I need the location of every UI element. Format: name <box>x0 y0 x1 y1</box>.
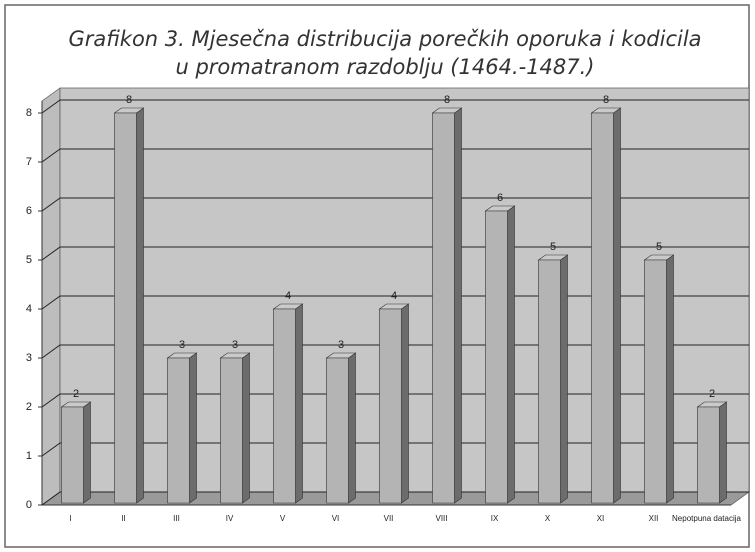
x-tick-label: X <box>545 514 551 523</box>
chart-title: u promatranom razdoblju (1464.-1487.) <box>175 55 594 79</box>
grid-line <box>41 442 749 457</box>
bar-side <box>613 107 621 504</box>
bar <box>325 352 357 504</box>
bar <box>60 401 92 504</box>
grid-line <box>41 491 749 506</box>
x-tick-label: XII <box>649 514 659 523</box>
chart-title: Grafikon 3. Mjesečna distribucija porečk… <box>68 27 701 51</box>
bar-side <box>189 352 197 504</box>
bar-side <box>295 303 303 504</box>
bar-front <box>326 357 349 504</box>
bar-side <box>719 401 727 504</box>
grid-line <box>41 148 749 163</box>
grid-line <box>41 99 749 114</box>
y-tick-label: 1 <box>26 450 32 462</box>
bar-front <box>167 357 190 504</box>
bar-side <box>242 352 250 504</box>
bar-front <box>485 210 508 504</box>
bar <box>378 303 410 504</box>
y-tick-label: 7 <box>26 156 32 168</box>
bar <box>696 401 728 504</box>
bar-side <box>560 254 568 504</box>
bar <box>537 254 569 504</box>
y-tick-label: 8 <box>26 107 32 119</box>
x-tick-label: II <box>121 514 125 523</box>
bar <box>272 303 304 504</box>
data-label: 3 <box>338 339 344 351</box>
bar-side <box>454 107 462 504</box>
y-tick-label: 0 <box>26 499 32 511</box>
data-label: 6 <box>497 192 503 204</box>
x-tick-label: III <box>173 514 180 523</box>
bar <box>431 107 463 504</box>
grid-line <box>41 197 749 212</box>
x-tick-label: IV <box>226 514 234 523</box>
bar <box>643 254 675 504</box>
y-tick-label: 3 <box>26 352 32 364</box>
data-label: 5 <box>550 241 556 253</box>
bar-front <box>697 406 720 504</box>
bar-side <box>401 303 409 504</box>
x-tick-label: VII <box>384 514 394 523</box>
grid-line <box>41 295 749 310</box>
data-label: 3 <box>179 339 185 351</box>
x-tick-label: VI <box>332 514 340 523</box>
x-tick-label: I <box>69 514 71 523</box>
bar-side <box>348 352 356 504</box>
bar-front <box>538 259 561 504</box>
data-label: 8 <box>444 94 450 106</box>
bar-side <box>507 205 515 504</box>
x-tick-label: XI <box>597 514 605 523</box>
data-label: 3 <box>232 339 238 351</box>
x-tick-label: Nepotpuna datacija <box>672 514 741 523</box>
data-label: 2 <box>709 388 715 400</box>
bar-front <box>432 112 455 504</box>
bar-front <box>220 357 243 504</box>
bar-front <box>114 112 137 504</box>
grid-line <box>41 344 749 359</box>
data-label: 8 <box>603 94 609 106</box>
bar-side <box>136 107 144 504</box>
bar-front <box>273 308 296 504</box>
x-tick-label: IX <box>491 514 499 523</box>
data-label: 8 <box>126 94 132 106</box>
y-tick-label: 6 <box>26 205 32 217</box>
y-tick-label: 5 <box>26 254 32 266</box>
y-tick-label: 2 <box>26 401 32 413</box>
data-label: 2 <box>73 388 79 400</box>
bar-front <box>379 308 402 504</box>
data-label: 4 <box>285 290 291 302</box>
bar-side <box>83 401 91 504</box>
grid-line <box>41 393 749 408</box>
y-tick-label: 4 <box>26 303 32 315</box>
bar-side <box>666 254 674 504</box>
data-label: 5 <box>656 241 662 253</box>
bar <box>113 107 145 504</box>
bar <box>219 352 251 504</box>
grid-line <box>41 246 749 261</box>
x-tick-label: V <box>280 514 286 523</box>
bar-front <box>644 259 667 504</box>
bar <box>484 205 516 504</box>
bar <box>590 107 622 504</box>
x-tick-label: VIII <box>435 514 447 523</box>
bar-front <box>61 406 84 504</box>
bar-front <box>591 112 614 504</box>
bar <box>166 352 198 504</box>
data-label: 4 <box>391 290 397 302</box>
